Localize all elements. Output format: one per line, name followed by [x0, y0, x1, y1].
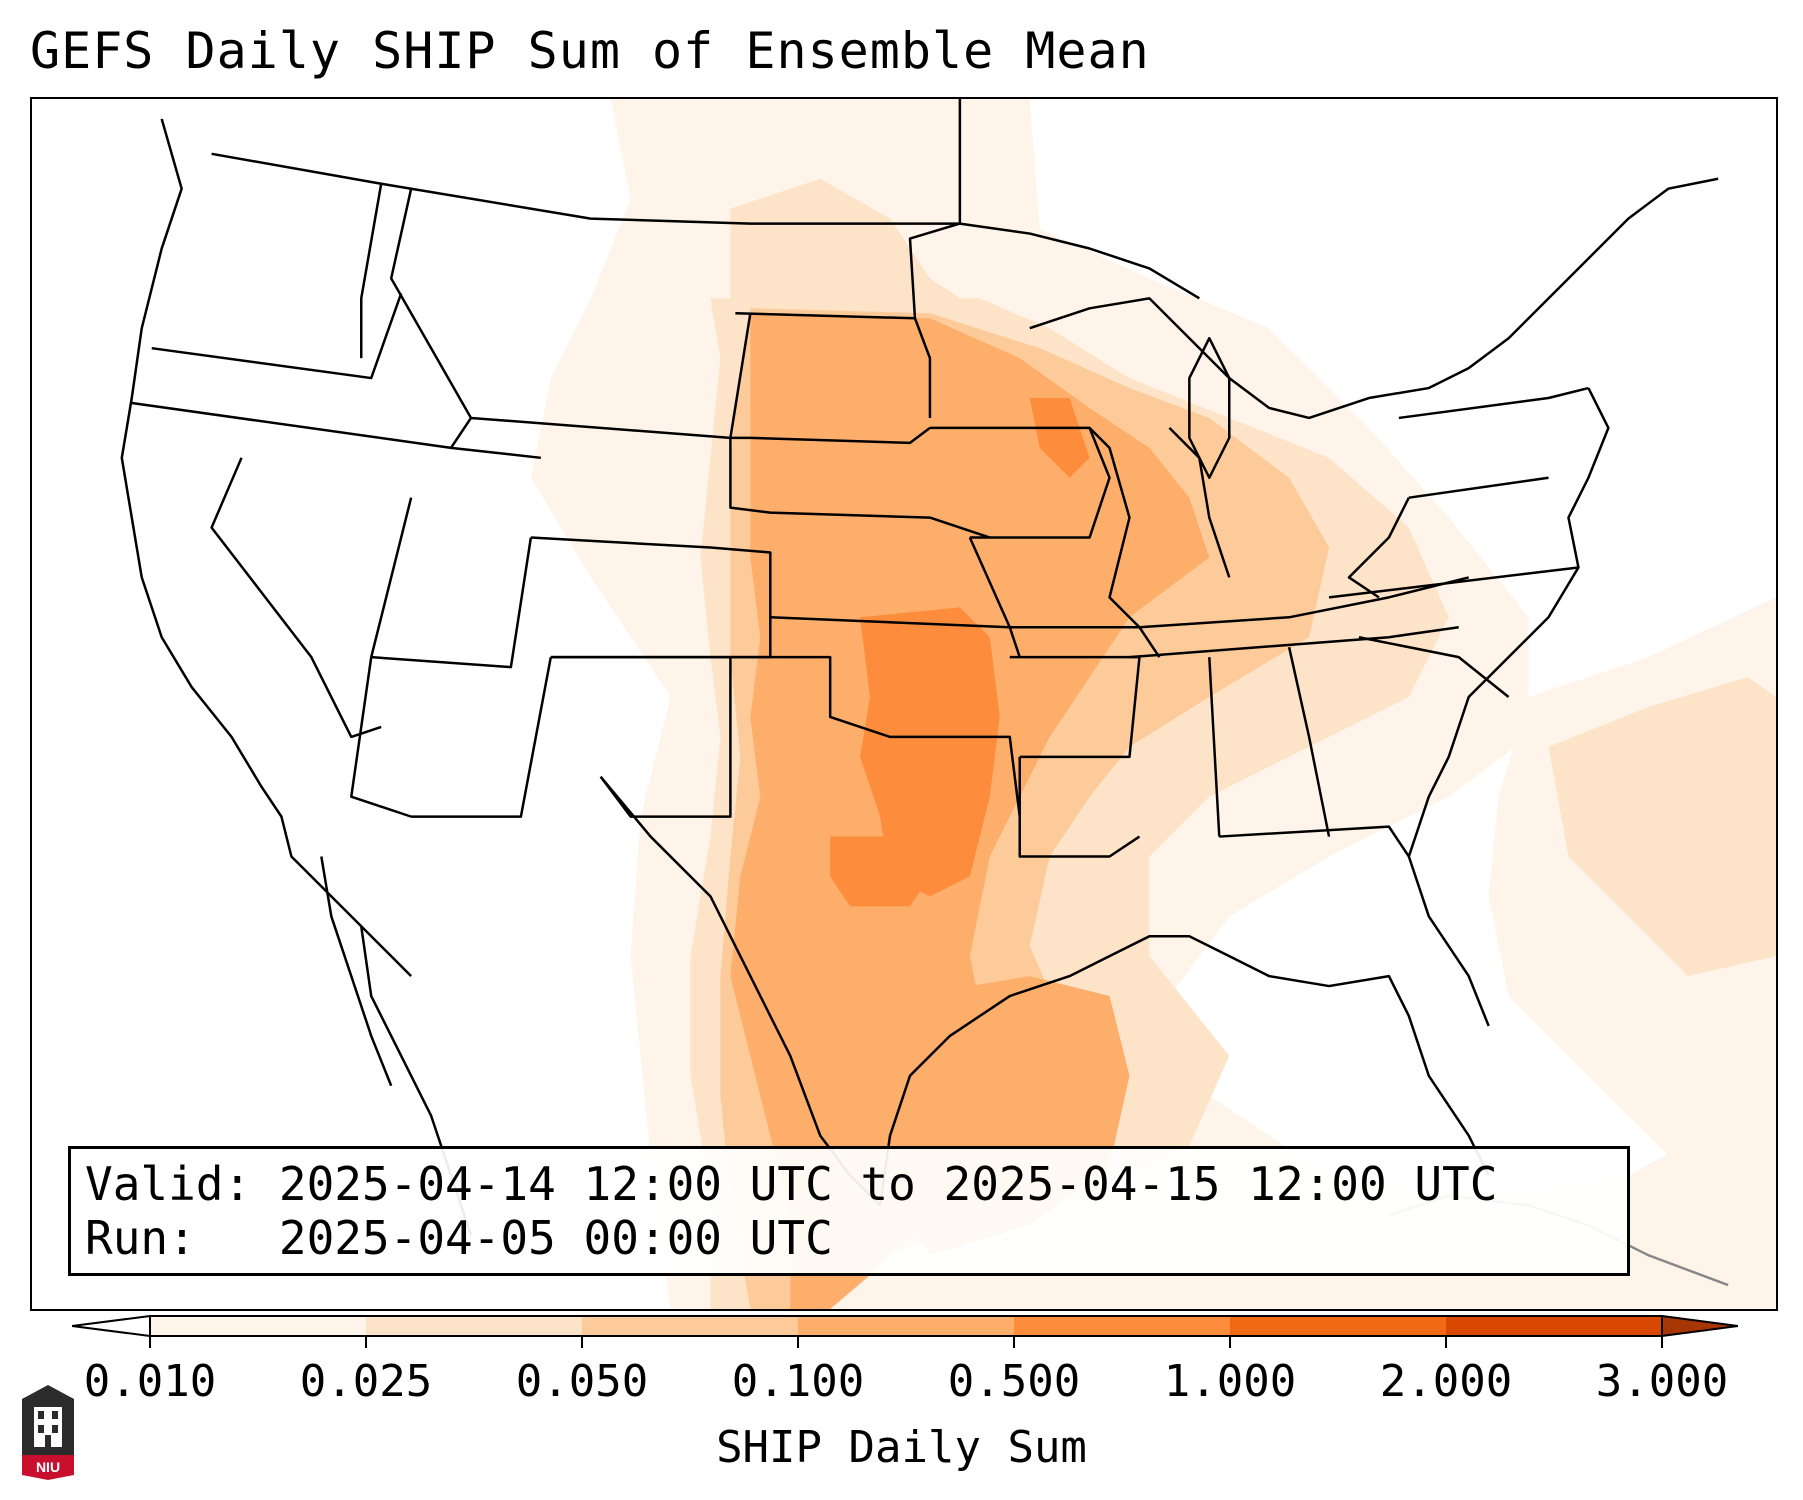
colorbar-tick-label: 1.000 [1163, 1356, 1297, 1407]
great-lakes-outline [1029, 177, 1719, 420]
border-mo [968, 537, 1161, 658]
border-nm-tx [550, 655, 732, 818]
border-pa-ny [1398, 386, 1589, 420]
colorbar-tick-label: 0.100 [731, 1356, 865, 1407]
border-wa-id [359, 183, 383, 359]
border-az-nm [350, 656, 553, 818]
lake-michigan [1188, 336, 1231, 479]
colorbar-over-arrow [1661, 1314, 1738, 1338]
valid-range: 2025-04-14 12:00 UTC to 2025-04-15 12:00… [278, 1157, 1498, 1211]
colorbar-segment [1446, 1316, 1662, 1336]
colorbar-title: SHIP Daily Sum [716, 1422, 1087, 1473]
colorbar-tick [1229, 1336, 1231, 1348]
border-id-mt [389, 188, 473, 449]
colorbar-tick [797, 1336, 799, 1348]
shading-dark-kansas-oklahoma [860, 607, 1000, 897]
state-borders [120, 99, 1729, 1287]
colorbar-segment [1014, 1316, 1230, 1336]
us-canada-border-east [959, 222, 1200, 300]
border-nc-sc [1358, 635, 1510, 698]
valid-label: Valid: [85, 1157, 252, 1211]
us-canada-border-west [211, 99, 962, 225]
shading-dark-wisconsin [1029, 398, 1090, 478]
border-ar-la [1009, 655, 1141, 759]
colorbar-segment [366, 1316, 582, 1336]
border-ok-tx [730, 655, 1021, 817]
border-ia-mo [929, 426, 1111, 539]
colorbar-tick [1445, 1336, 1447, 1348]
border-mn [908, 222, 961, 319]
border-al-ga [1287, 646, 1331, 837]
border-ne-ks [729, 437, 991, 539]
run-label: Run: [85, 1211, 196, 1265]
border-nd-sd [735, 312, 932, 418]
colorbar-tick [581, 1336, 583, 1348]
border-il-in [1088, 427, 1141, 629]
border-ut [369, 497, 533, 669]
gulf-coast-texas-la [878, 934, 1490, 1206]
colorbar [72, 1314, 1738, 1338]
border-nv [210, 457, 382, 739]
border-sd-ne [730, 426, 931, 445]
colorbar-tick [1013, 1336, 1015, 1348]
valid-run-info-box: Valid: 2025-04-14 12:00 UTC to 2025-04-1… [68, 1146, 1630, 1276]
baja-peninsula [320, 856, 393, 1087]
shading-dark-texas [830, 836, 930, 907]
colorbar-under-arrow [72, 1314, 151, 1338]
border-ga-fl [1219, 825, 1410, 858]
border-wa-or [151, 292, 403, 380]
west-coast-outline [120, 118, 413, 977]
border-or-ca-nv [131, 401, 541, 460]
shading-light-atlantic [1548, 677, 1776, 977]
colorbar-tick-label: 2.000 [1379, 1356, 1513, 1407]
logo-text: NIU [36, 1459, 60, 1475]
colorbar-tick-label: 0.500 [947, 1356, 1081, 1407]
border-wv [1347, 497, 1410, 599]
map-panel [30, 97, 1778, 1311]
ship-shading-layer [530, 99, 1776, 1309]
colorbar-tick-label: 0.025 [299, 1356, 433, 1407]
border-ky-tn [1139, 576, 1470, 629]
border-in-oh [1168, 427, 1231, 578]
colorbar-segment [150, 1316, 366, 1336]
map-title: GEFS Daily SHIP Sum of Ensemble Mean [30, 22, 1150, 80]
colorbar-tick [1661, 1336, 1663, 1348]
colorbar-outline [149, 1315, 1663, 1337]
border-tn-ms-al-ga [1129, 626, 1459, 659]
colorbar-segment [1230, 1316, 1446, 1336]
colorbar-tick-label: 0.050 [515, 1356, 649, 1407]
colorbar-tick-label: 0.010 [83, 1356, 217, 1407]
colorbar-segment [798, 1316, 1014, 1336]
colorbar-tick [149, 1336, 151, 1348]
colorbar-tick [365, 1336, 367, 1348]
colorbar-tick-label: 3.000 [1595, 1356, 1729, 1407]
shading-light-north [730, 178, 990, 329]
run-time: 2025-04-05 00:00 UTC [278, 1211, 833, 1265]
colorbar-segment [582, 1316, 798, 1336]
border-la-ms [1018, 756, 1141, 858]
border-pa-md [1408, 476, 1549, 499]
map-canvas [120, 99, 1776, 1309]
east-coast-outline [1407, 387, 1610, 1027]
niu-logo: NIU [22, 1385, 74, 1480]
border-ms-al [1208, 657, 1221, 837]
